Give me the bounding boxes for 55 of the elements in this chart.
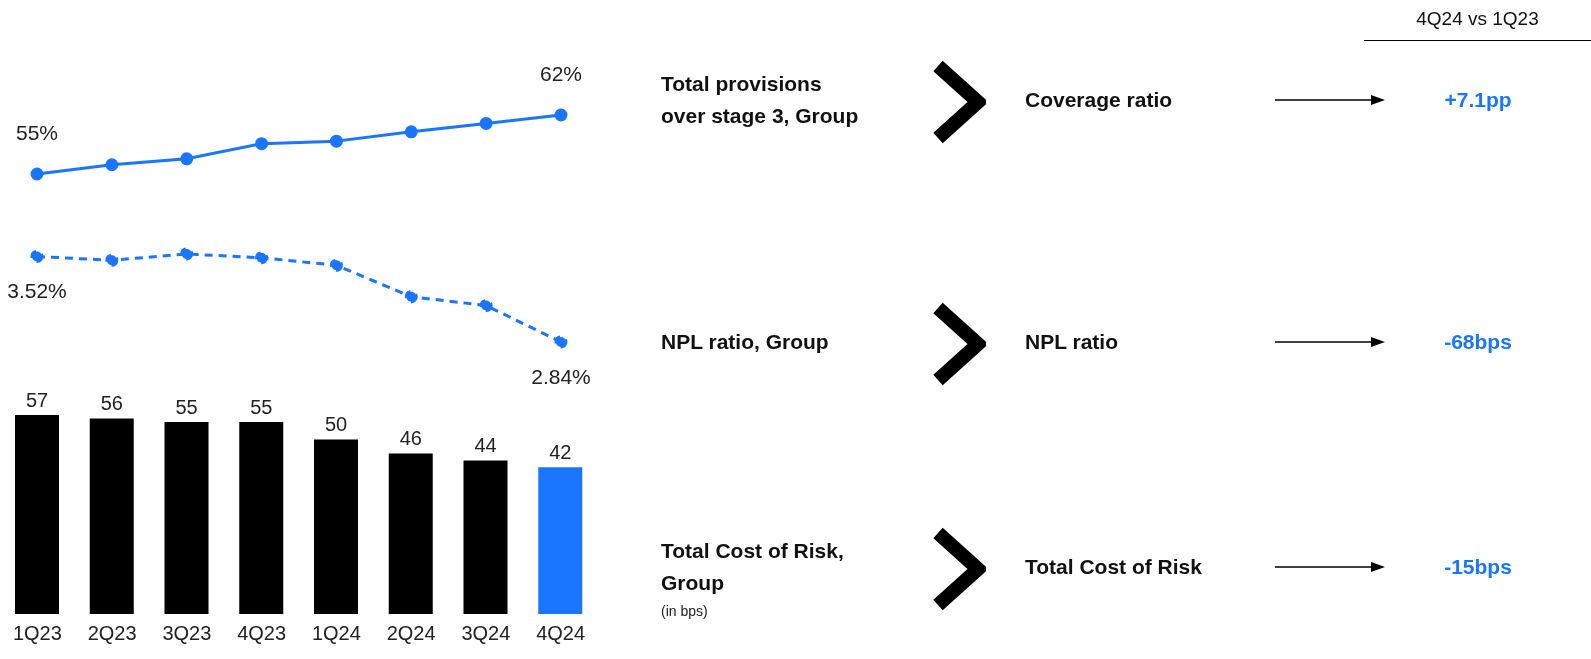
point <box>554 108 568 122</box>
point <box>255 137 269 151</box>
data-label: 3.52% <box>7 279 67 303</box>
text: (in bps) <box>661 603 708 619</box>
data-label: 55 <box>250 395 273 418</box>
data-label: 57 <box>25 389 49 411</box>
bar <box>89 418 134 614</box>
data-label: 46 <box>399 427 422 450</box>
bar <box>239 421 284 614</box>
x-tick-label: 1Q24 <box>311 622 361 645</box>
data-label: 55% <box>15 120 59 144</box>
point <box>329 134 343 148</box>
text: Total provisions over stage 3, Group <box>661 71 859 129</box>
point <box>30 167 44 181</box>
point <box>180 152 194 166</box>
point <box>329 258 343 272</box>
text: NPL ratio, Group <box>661 329 829 355</box>
text: 4Q24 vs 1Q23 <box>1364 8 1591 41</box>
data-label: 55 <box>175 395 198 418</box>
point <box>105 158 119 172</box>
text: Total Cost of Risk, Group <box>661 538 844 596</box>
point <box>479 116 493 130</box>
bar <box>15 415 59 614</box>
bar <box>164 421 209 614</box>
x-tick-label: 1Q23 <box>12 622 62 645</box>
point <box>105 253 119 267</box>
text: -15bps <box>1444 555 1512 579</box>
x-tick-label: 2Q23 <box>87 622 137 645</box>
x-tick-label: 2Q24 <box>386 622 436 645</box>
point <box>255 251 269 265</box>
text: +7.1pp <box>1444 88 1512 112</box>
data-label: 56 <box>100 392 123 415</box>
bar <box>538 467 583 614</box>
x-tick-label: 3Q23 <box>162 622 212 645</box>
bar <box>388 453 433 614</box>
point <box>30 250 44 264</box>
point <box>180 247 194 261</box>
bar <box>314 439 358 614</box>
text: Total Cost of Risk <box>1025 555 1202 579</box>
text: Coverage ratio <box>1025 88 1173 112</box>
text: NPL ratio <box>1025 330 1118 354</box>
text: -68bps <box>1444 330 1512 354</box>
point <box>479 299 493 313</box>
point <box>554 335 568 349</box>
data-label: 50 <box>324 413 348 436</box>
x-tick-label: 3Q24 <box>461 622 511 645</box>
bar <box>463 460 508 614</box>
data-label: 44 <box>474 434 497 457</box>
x-tick-label: 4Q23 <box>237 622 287 645</box>
data-label: 62% <box>539 61 583 85</box>
point <box>404 125 418 139</box>
point <box>404 290 418 304</box>
data-label: 42 <box>549 441 572 464</box>
x-tick-label: 4Q24 <box>536 622 586 645</box>
data-label: 2.84% <box>531 364 591 388</box>
